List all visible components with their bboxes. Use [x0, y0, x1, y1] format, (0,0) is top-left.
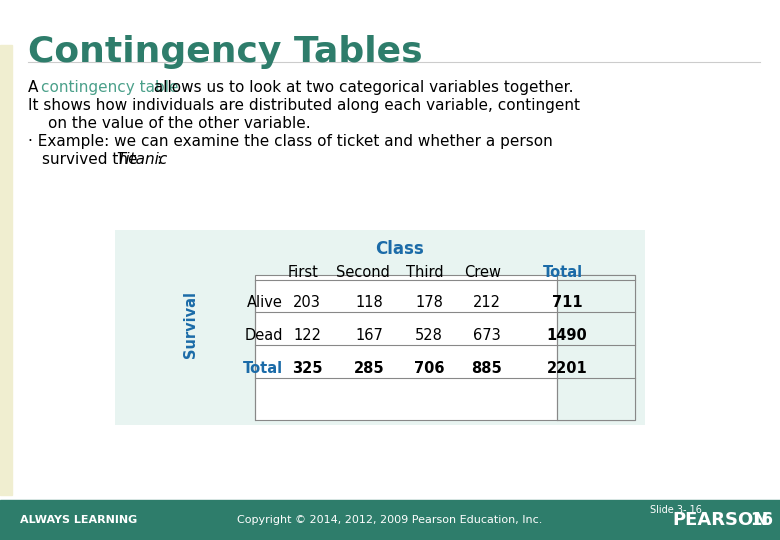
Bar [0, 500, 780, 540]
Text: 528: 528 [415, 328, 443, 343]
Text: Dead: Dead [244, 328, 283, 343]
Text: ALWAYS LEARNING: ALWAYS LEARNING [20, 515, 137, 525]
Text: 711: 711 [551, 295, 583, 310]
Text: 178: 178 [415, 295, 443, 310]
Text: 285: 285 [353, 361, 385, 376]
Text: Titanic: Titanic [116, 152, 167, 167]
Text: allows us to look at two categorical variables together.: allows us to look at two categorical var… [149, 80, 573, 95]
Text: Crew: Crew [465, 265, 502, 280]
Text: Third: Third [406, 265, 444, 280]
Bar [255, 275, 635, 420]
Text: 673: 673 [473, 328, 501, 343]
Text: Total: Total [543, 265, 583, 280]
Text: Second: Second [336, 265, 390, 280]
Text: :: : [156, 152, 161, 167]
Text: Class: Class [376, 240, 424, 258]
Text: A: A [28, 80, 43, 95]
Text: 1490: 1490 [547, 328, 587, 343]
Text: First: First [288, 265, 318, 280]
Text: 325: 325 [292, 361, 322, 376]
Text: survived the: survived the [42, 152, 143, 167]
Text: contingency table: contingency table [41, 80, 179, 95]
Text: It shows how individuals are distributed along each variable, contingent: It shows how individuals are distributed… [28, 98, 580, 113]
Text: Slide 3- 16: Slide 3- 16 [650, 505, 702, 515]
Text: Contingency Tables: Contingency Tables [28, 35, 423, 69]
Text: 122: 122 [293, 328, 321, 343]
Text: 167: 167 [355, 328, 383, 343]
Text: PEARSON: PEARSON [672, 511, 768, 529]
Text: 706: 706 [413, 361, 445, 376]
Text: on the value of the other variable.: on the value of the other variable. [48, 116, 310, 131]
Text: 203: 203 [293, 295, 321, 310]
Text: 885: 885 [472, 361, 502, 376]
Text: 118: 118 [355, 295, 383, 310]
Text: · Example: we can examine the class of ticket and whether a person: · Example: we can examine the class of t… [28, 134, 553, 149]
Bar [0, 45, 12, 495]
Text: Alive: Alive [247, 295, 283, 310]
Text: Total: Total [243, 361, 283, 376]
Text: 2201: 2201 [547, 361, 587, 376]
Bar [557, 275, 635, 420]
Text: Survival: Survival [183, 292, 197, 359]
Text: 16: 16 [750, 511, 774, 529]
Text: Copyright © 2014, 2012, 2009 Pearson Education, Inc.: Copyright © 2014, 2012, 2009 Pearson Edu… [237, 515, 543, 525]
Text: 212: 212 [473, 295, 501, 310]
FancyBboxPatch shape [115, 230, 645, 425]
